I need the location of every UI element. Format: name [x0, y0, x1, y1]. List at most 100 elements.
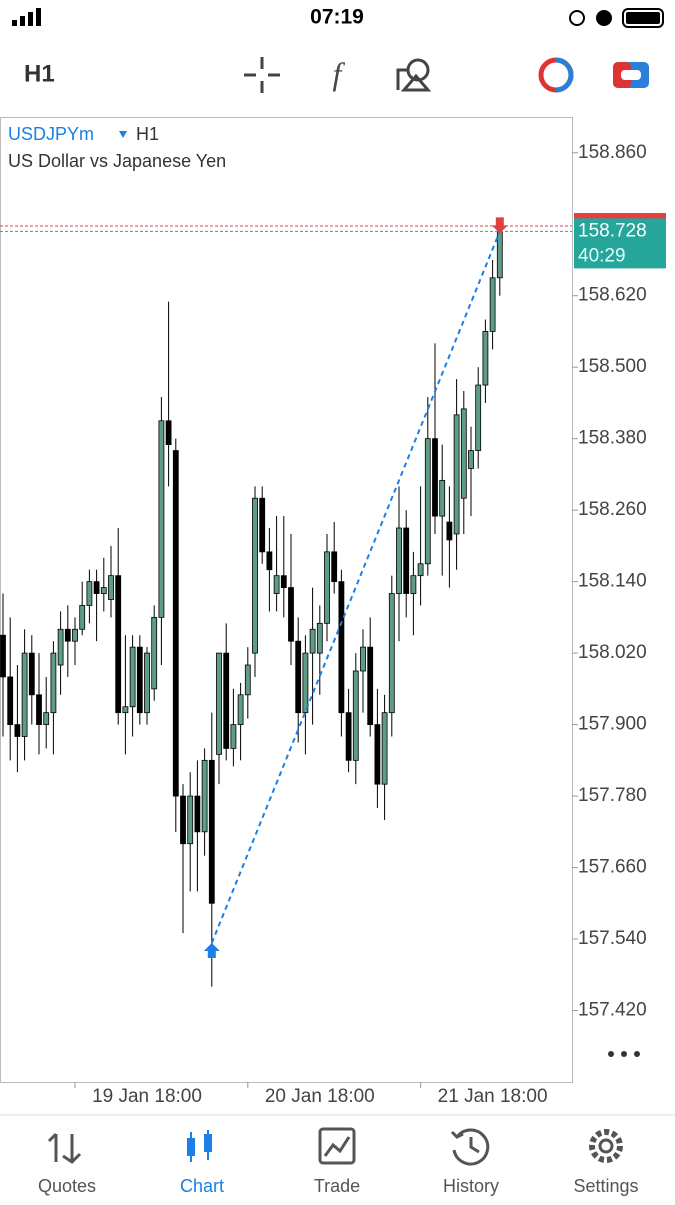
symbol-description: US Dollar vs Japanese Yen [8, 151, 226, 171]
candle-body [367, 646, 374, 725]
y-tick-label: 158.140 [578, 571, 647, 592]
battery-level [626, 12, 660, 24]
symbol-name[interactable]: USDJPYm [8, 124, 94, 144]
candle-body [388, 593, 395, 714]
candle-body [201, 759, 208, 833]
candle-body [280, 575, 287, 588]
candle-body [28, 652, 35, 696]
candle-body [208, 759, 215, 904]
candle-body [266, 551, 273, 571]
status-time: 07:19 [310, 6, 364, 29]
candle-body [446, 521, 453, 541]
candle-body [151, 616, 158, 690]
x-tick-label: 19 Jan 18:00 [92, 1086, 202, 1107]
candle-body [252, 497, 258, 654]
y-tick-label: 158.500 [578, 356, 647, 377]
candle-body [187, 795, 194, 845]
tab-label[interactable]: History [443, 1176, 499, 1196]
candle-body [331, 551, 338, 583]
battery-icon [622, 8, 664, 28]
tab-label[interactable]: Settings [573, 1176, 638, 1196]
candle-body [57, 628, 64, 666]
candle-body [230, 724, 237, 749]
crosshair-icon[interactable] [244, 57, 280, 93]
candle-body [352, 670, 359, 761]
candle-body [0, 634, 6, 678]
trade-line [210, 230, 501, 944]
indicators-icon[interactable]: f [333, 55, 346, 91]
bid-label-bg [574, 218, 666, 269]
candle-body [432, 438, 438, 517]
candle-body [324, 551, 330, 624]
candle-body [475, 384, 482, 451]
x-tick-label: 21 Jan 18:00 [438, 1086, 548, 1107]
tab-label[interactable]: Quotes [38, 1176, 96, 1196]
signal-icon [12, 8, 41, 26]
candle-body [136, 646, 143, 714]
tab-label[interactable]: Trade [314, 1176, 360, 1196]
candle-body [244, 664, 251, 696]
candle-body [21, 652, 28, 737]
candle-body [237, 694, 244, 725]
y-tick-label: 157.540 [578, 928, 647, 949]
candle-body [43, 712, 50, 725]
candle-body [64, 628, 71, 642]
y-tick-label: 158.260 [578, 499, 647, 520]
candle-body [381, 712, 388, 785]
more-icon[interactable] [608, 1051, 640, 1057]
timeframe-button[interactable]: H1 [24, 60, 55, 87]
candles [0, 224, 503, 987]
tab-label[interactable]: Chart [180, 1176, 224, 1196]
candle-body [144, 652, 150, 714]
candle-body [86, 581, 93, 606]
candle-body [288, 587, 294, 642]
candle-body [122, 706, 129, 714]
candle-body [93, 581, 100, 594]
symbol-dropdown[interactable] [119, 131, 127, 138]
sell-arrow [491, 217, 508, 234]
candle-body [410, 575, 417, 594]
candle-body [273, 575, 280, 594]
chart-icon[interactable] [187, 1130, 212, 1162]
history-icon[interactable] [450, 1128, 490, 1166]
candle-body [7, 676, 14, 725]
candle-body [482, 331, 489, 386]
y-tick-label: 158.380 [578, 428, 647, 449]
candle-body [302, 652, 309, 714]
quotes-icon[interactable] [47, 1132, 82, 1164]
candle-body [396, 527, 402, 594]
candle-body [345, 712, 352, 761]
buy-arrow [203, 942, 220, 958]
settings-icon[interactable] [589, 1129, 623, 1163]
alarm-icon [596, 10, 612, 26]
candle-body [417, 563, 424, 577]
candle-body [158, 420, 165, 618]
candle-body [216, 652, 222, 755]
candle-body [115, 575, 122, 714]
y-tick-label: 157.780 [578, 785, 647, 806]
candle-body [194, 795, 201, 833]
candle-body [129, 646, 136, 708]
candle-body [374, 724, 381, 785]
x-tick-label: 20 Jan 18:00 [265, 1086, 375, 1107]
trade-tab-icon[interactable] [318, 1127, 356, 1165]
candle-body [259, 497, 266, 553]
y-tick-label: 158.020 [578, 642, 647, 663]
candle-body [453, 414, 460, 535]
candle-body [309, 628, 316, 654]
trade-icon[interactable] [613, 62, 649, 88]
candle-body [439, 479, 446, 517]
candle-body [50, 652, 57, 714]
objects-icon[interactable] [396, 58, 432, 92]
y-tick-label: 158.620 [578, 285, 647, 306]
y-tick-label: 157.420 [578, 1000, 647, 1021]
candle-body [223, 652, 230, 749]
y-tick-label: 157.900 [578, 714, 647, 735]
candle-body [108, 575, 114, 600]
one-click-icon[interactable] [538, 57, 574, 93]
candle-body [79, 605, 86, 630]
candle-body [360, 646, 366, 672]
candle-body [36, 694, 42, 725]
candle-body [460, 408, 467, 499]
